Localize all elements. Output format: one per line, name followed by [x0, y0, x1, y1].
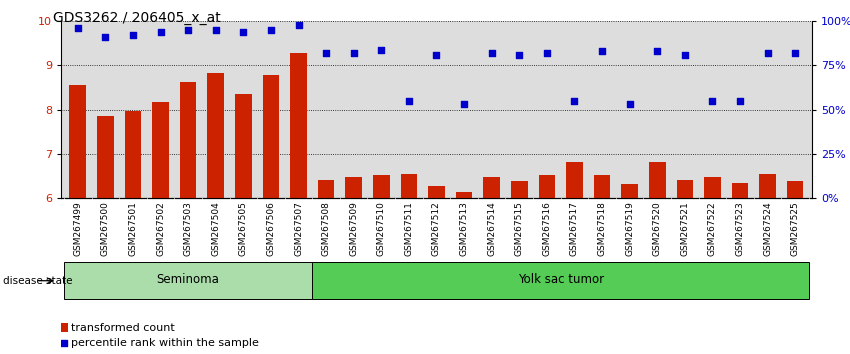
Text: GSM267516: GSM267516: [542, 201, 552, 256]
Bar: [594, 175, 610, 198]
Bar: [263, 75, 279, 198]
Bar: [61, 323, 67, 332]
Point: [761, 50, 774, 56]
Text: GSM267515: GSM267515: [515, 201, 524, 256]
Text: GSM267525: GSM267525: [790, 201, 800, 256]
Point: [484, 50, 498, 56]
Text: GSM267523: GSM267523: [735, 201, 745, 256]
Point: [58, 341, 71, 346]
Point: [71, 25, 84, 31]
Point: [595, 48, 609, 54]
Text: GSM267522: GSM267522: [708, 201, 717, 256]
Text: GSM267505: GSM267505: [239, 201, 248, 256]
Bar: [649, 161, 666, 198]
Bar: [64, 262, 312, 299]
Text: percentile rank within the sample: percentile rank within the sample: [71, 338, 258, 348]
Text: GSM267506: GSM267506: [266, 201, 275, 256]
Point: [568, 98, 581, 104]
Point: [154, 29, 167, 35]
Text: GSM267507: GSM267507: [294, 201, 303, 256]
Text: GSM267513: GSM267513: [460, 201, 468, 256]
Text: GSM267508: GSM267508: [321, 201, 331, 256]
Bar: [484, 177, 500, 198]
Bar: [400, 174, 417, 198]
Text: GSM267517: GSM267517: [570, 201, 579, 256]
Text: GSM267520: GSM267520: [653, 201, 661, 256]
Point: [99, 34, 112, 40]
Text: GSM267504: GSM267504: [211, 201, 220, 256]
Point: [375, 47, 388, 52]
Point: [429, 52, 443, 58]
Point: [789, 50, 802, 56]
Point: [347, 50, 360, 56]
Bar: [732, 183, 748, 198]
Text: GSM267521: GSM267521: [680, 201, 689, 256]
Point: [457, 102, 471, 107]
Point: [181, 27, 195, 33]
Point: [320, 50, 333, 56]
Text: disease state: disease state: [3, 276, 72, 286]
Bar: [318, 180, 334, 198]
Point: [292, 22, 305, 28]
Point: [678, 52, 692, 58]
Point: [650, 48, 664, 54]
Bar: [704, 177, 721, 198]
Text: GSM267509: GSM267509: [349, 201, 358, 256]
Bar: [539, 175, 555, 198]
Point: [236, 29, 250, 35]
Point: [402, 98, 416, 104]
Text: Yolk sac tumor: Yolk sac tumor: [518, 273, 604, 286]
Bar: [207, 73, 224, 198]
Text: GSM267514: GSM267514: [487, 201, 496, 256]
Bar: [345, 177, 362, 198]
Bar: [152, 102, 169, 198]
Point: [734, 98, 747, 104]
Text: GSM267501: GSM267501: [128, 201, 138, 256]
Text: GSM267524: GSM267524: [763, 201, 772, 256]
Text: GSM267511: GSM267511: [405, 201, 413, 256]
Text: Seminoma: Seminoma: [156, 273, 219, 286]
Bar: [235, 94, 252, 198]
Text: GSM267518: GSM267518: [598, 201, 607, 256]
Point: [126, 33, 139, 38]
Point: [540, 50, 553, 56]
Bar: [70, 85, 86, 198]
Bar: [566, 162, 583, 198]
Text: GSM267499: GSM267499: [73, 201, 82, 256]
Point: [209, 27, 223, 33]
Text: GSM267503: GSM267503: [184, 201, 193, 256]
Point: [264, 27, 278, 33]
Bar: [97, 116, 114, 198]
Text: GSM267519: GSM267519: [625, 201, 634, 256]
Point: [706, 98, 719, 104]
Text: GDS3262 / 206405_x_at: GDS3262 / 206405_x_at: [53, 11, 220, 25]
Point: [623, 102, 637, 107]
Bar: [373, 175, 389, 198]
Point: [513, 52, 526, 58]
Bar: [290, 53, 307, 198]
Bar: [312, 262, 809, 299]
Bar: [456, 192, 473, 198]
Text: GSM267502: GSM267502: [156, 201, 165, 256]
Text: transformed count: transformed count: [71, 322, 174, 332]
Text: GSM267512: GSM267512: [432, 201, 441, 256]
Bar: [677, 180, 693, 198]
Bar: [621, 184, 638, 198]
Bar: [428, 186, 445, 198]
Bar: [759, 174, 776, 198]
Bar: [180, 82, 196, 198]
Bar: [511, 181, 528, 198]
Text: GSM267510: GSM267510: [377, 201, 386, 256]
Bar: [787, 181, 803, 198]
Text: GSM267500: GSM267500: [101, 201, 110, 256]
Bar: [125, 111, 141, 198]
